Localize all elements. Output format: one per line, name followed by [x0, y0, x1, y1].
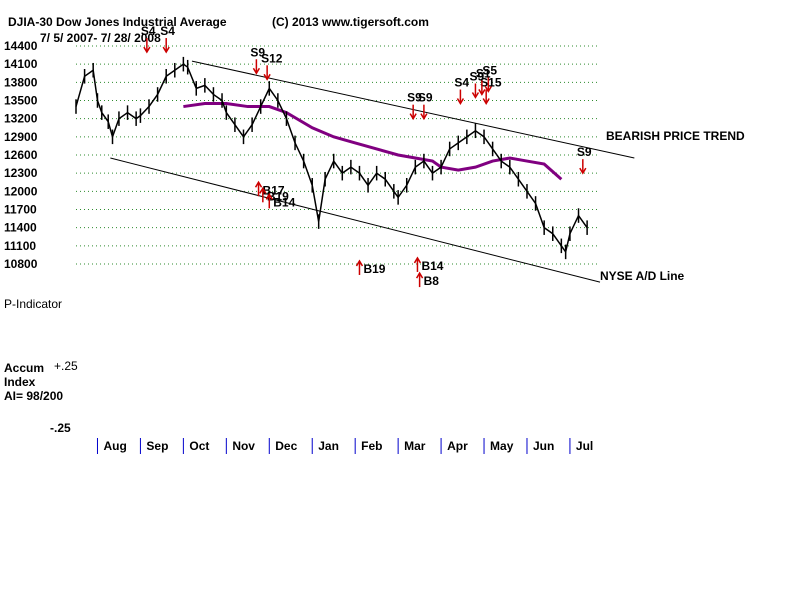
sell-signal-label: S4 — [454, 76, 469, 90]
sell-signal-label: S9 — [418, 91, 433, 105]
month-label: Jul — [576, 439, 593, 453]
y-tick-label: 13800 — [4, 75, 38, 89]
ad-line-label: NYSE A/D Line — [600, 269, 685, 283]
sell-signal-arrowhead — [162, 46, 170, 54]
buy-signal-label: B14 — [421, 259, 443, 273]
buy-signal-arrowhead — [413, 256, 422, 264]
sell-signal-arrowhead — [409, 113, 417, 121]
month-label: Nov — [232, 439, 255, 453]
month-label: Sep — [146, 439, 168, 453]
y-tick-label: 12000 — [4, 184, 38, 198]
buy-signal-label: B17 — [263, 183, 285, 197]
buy-signal-arrowhead — [265, 192, 273, 200]
y-tick-label: 13200 — [4, 112, 38, 126]
bearish-trend-label: BEARISH PRICE TREND — [606, 129, 745, 143]
sell-signal-arrowhead — [579, 167, 587, 175]
sell-signal-label: S1 — [476, 66, 491, 80]
buy-signal-arrowhead — [259, 186, 267, 194]
month-label: Apr — [447, 439, 468, 453]
date-range: 7/ 5/ 2007- 7/ 28/ 2008 — [40, 31, 161, 45]
sell-signal-label: S9 — [577, 145, 592, 159]
sell-signal-arrowhead — [484, 86, 492, 93]
sell-signal-label: S9 — [407, 91, 422, 105]
month-label: Feb — [361, 439, 382, 453]
sell-signal-label: S4 — [160, 24, 175, 38]
moving-average-line — [183, 102, 563, 181]
y-tick-label: 12900 — [4, 130, 38, 144]
price-series — [75, 56, 588, 260]
sell-signal-label: S12 — [261, 51, 283, 65]
y-tick-label: 13500 — [4, 94, 38, 108]
sell-signal-label: S5 — [482, 63, 497, 77]
sell-signal-arrowhead — [252, 67, 261, 75]
p-level-label: +.25 — [54, 359, 78, 373]
sell-signal-arrowhead — [420, 113, 428, 121]
sell-signal-arrowhead — [471, 92, 480, 99]
sell-signal-arrowhead — [143, 46, 151, 54]
x-axis: Aug Sep Oct Nov Dec Jan Feb Mar Apr May Jun Jul — [96, 438, 593, 454]
month-label: Mar — [404, 439, 426, 453]
sell-signal-arrowhead — [263, 73, 271, 81]
y-tick-label: 11400 — [4, 221, 37, 235]
month-label: Aug — [103, 439, 126, 453]
buy-signal-label: B19 — [267, 189, 289, 203]
sell-signal-label: S4 — [141, 24, 156, 38]
accum-ai-label: AI= 98/200 — [4, 389, 63, 403]
month-label: Oct — [189, 439, 209, 453]
title-block: DJIA-30 Dow Jones Industrial Average (C)… — [8, 15, 429, 45]
price-line — [75, 63, 588, 254]
y-tick-label: 14100 — [4, 57, 38, 71]
sell-signal-label: S9 — [250, 45, 265, 59]
sell-signal-arrowhead — [482, 98, 490, 105]
buy-signal-label: B14 — [273, 195, 295, 209]
chart-title: DJIA-30 Dow Jones Industrial Average — [8, 15, 227, 29]
trend-lines — [110, 60, 635, 283]
y-tick-label: 10800 — [4, 257, 38, 271]
y-tick-label: 12300 — [4, 166, 38, 180]
y-tick-label: 14400 — [4, 39, 38, 53]
accum-level-label: -.25 — [50, 421, 71, 435]
gridlines — [76, 45, 600, 265]
sell-signal-arrowhead — [456, 98, 465, 105]
y-axis-ticks: 14400 14100 13800 13500 13200 12900 12600 12300… — [4, 39, 38, 271]
buy-signal-label: B8 — [424, 274, 440, 288]
p-indicator-label: P-Indicator — [4, 297, 62, 311]
y-tick-label: 12600 — [4, 148, 38, 162]
sell-signal-arrowhead — [478, 89, 486, 96]
buy-signal-label: B19 — [363, 262, 385, 276]
month-label: Jan — [318, 439, 339, 453]
buy-signal-arrowhead — [355, 259, 364, 267]
buy-signal-arrowhead — [254, 180, 263, 188]
sell-signal-label: S9 — [469, 69, 484, 83]
month-label: Jun — [533, 439, 554, 453]
y-tick-label: 11700 — [4, 203, 37, 217]
y-tick-label: 11100 — [4, 239, 36, 253]
lower-channel-line — [110, 157, 601, 283]
accum-label-1: Accum — [4, 361, 44, 375]
moving-average — [183, 102, 563, 181]
month-label: Dec — [275, 439, 297, 453]
accum-label-2: Index — [4, 375, 36, 389]
month-label: May — [490, 439, 514, 453]
sell-signal-label: S15 — [480, 76, 502, 90]
copyright: (C) 2013 www.tigersoft.com — [272, 15, 429, 29]
buy-signal-arrowhead — [415, 271, 424, 279]
